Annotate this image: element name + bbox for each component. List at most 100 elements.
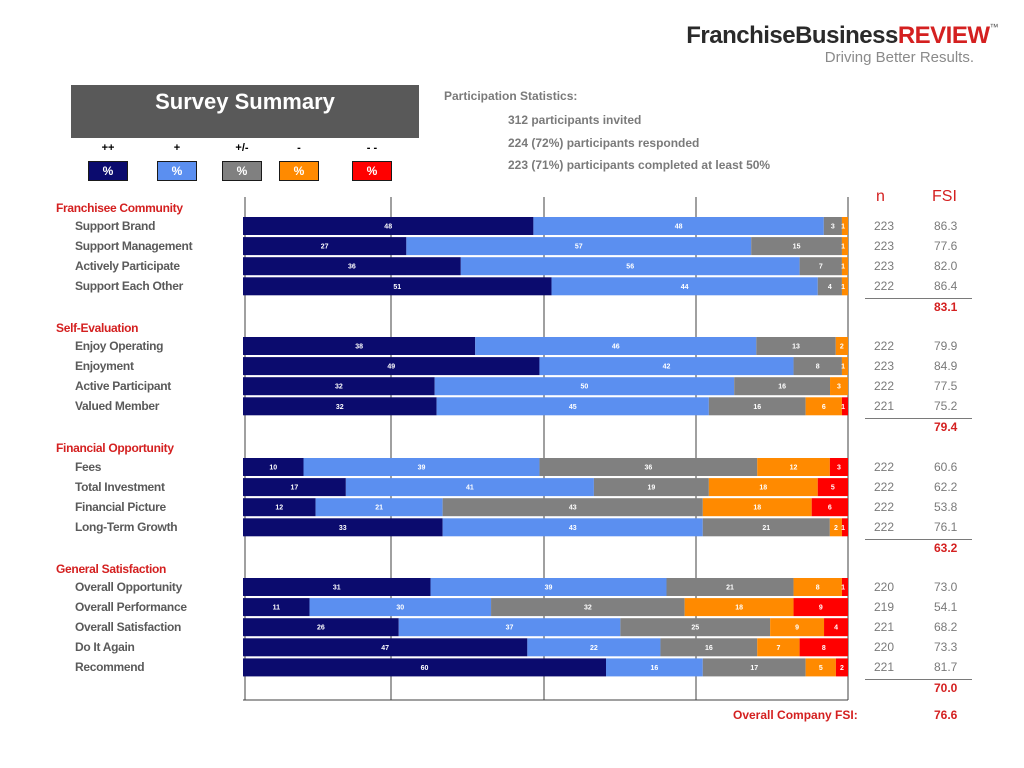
legend-symbol: - xyxy=(297,142,301,154)
row-label: Overall Opportunity xyxy=(75,580,182,594)
bar-value-label: 3 xyxy=(831,224,835,231)
bar-value-label: 3 xyxy=(837,384,841,391)
bar-segment-very-positive xyxy=(243,257,461,276)
bar-value-label: 45 xyxy=(569,404,577,411)
bar-value-label: 49 xyxy=(387,364,395,371)
bar-value-label: 60 xyxy=(421,665,429,672)
bar-segment-very-positive xyxy=(243,638,528,657)
legend-swatch-very-positive: % xyxy=(88,161,128,181)
bar-segment-negative xyxy=(841,217,848,235)
bar-segment-neutral xyxy=(660,638,758,657)
bar-value-label: 18 xyxy=(753,505,761,512)
bar-value-label: 9 xyxy=(819,605,823,612)
row-label: Financial Picture xyxy=(75,500,166,515)
bar-value-label: 32 xyxy=(335,384,343,391)
bar-value-label: 5 xyxy=(831,485,835,492)
fsi-value: 77.5 xyxy=(934,379,958,394)
fsi-value: 77.6 xyxy=(934,239,958,254)
overall-fsi-label: Overall Company FSI: xyxy=(733,708,858,722)
bar-value-label: 2 xyxy=(840,665,844,672)
bar-value-label: 37 xyxy=(506,625,514,632)
n-value: 221 xyxy=(874,620,895,635)
section-fsi: 79.4 xyxy=(934,420,958,435)
title-banner: Survey Summary xyxy=(71,85,419,138)
bar-value-label: 18 xyxy=(735,605,743,612)
fsi-value: 75.2 xyxy=(934,399,958,414)
bar-segment-very-negative xyxy=(841,518,848,537)
legend-swatch-positive: % xyxy=(157,161,197,181)
bar-segment-very-positive xyxy=(243,377,435,396)
bar-segment-negative xyxy=(702,498,812,517)
bar-segment-positive xyxy=(406,237,752,256)
bar-value-label: 5 xyxy=(819,665,823,672)
bar-segment-very-positive xyxy=(243,498,316,517)
row-label: Active Participant xyxy=(75,379,171,394)
n-value: 222 xyxy=(874,339,895,353)
fsi-value: 54.1 xyxy=(934,600,958,615)
bar-segment-very-negative xyxy=(811,498,848,517)
participation-line: 223 (71%) participants completed at leas… xyxy=(508,158,771,172)
bar-segment-negative xyxy=(770,618,825,637)
bar-value-label: 17 xyxy=(750,665,758,672)
row-label: Valued Member xyxy=(75,399,160,414)
logo-part-2: REVIEW xyxy=(897,22,990,49)
fsi-value: 84.9 xyxy=(934,359,958,374)
bar-segment-positive xyxy=(303,458,540,476)
n-value: 222 xyxy=(874,520,895,535)
row-label: Total Investment xyxy=(75,480,165,495)
fsi-value: 79.9 xyxy=(934,339,958,353)
bar-segment-positive xyxy=(460,257,800,276)
bar-value-label: 22 xyxy=(590,645,598,652)
bar-segment-positive xyxy=(527,638,661,657)
fsi-value: 86.4 xyxy=(934,279,958,294)
bar-segment-very-positive xyxy=(243,578,431,596)
overall-fsi-value: 76.6 xyxy=(934,708,958,722)
fsi-value: 60.6 xyxy=(934,460,958,474)
bar-value-label: 15 xyxy=(793,244,801,251)
bar-segment-negative xyxy=(757,458,830,476)
bar-segment-negative xyxy=(841,257,848,276)
n-value: 222 xyxy=(874,480,895,495)
participation-line: 312 participants invited xyxy=(508,113,642,127)
n-value: 222 xyxy=(874,460,895,474)
participation-title: Participation Statistics: xyxy=(444,89,578,103)
n-value: 222 xyxy=(874,500,895,515)
n-value: 223 xyxy=(874,359,895,374)
bar-segment-positive xyxy=(434,377,735,396)
bar-value-label: 26 xyxy=(317,625,325,632)
row-label: Overall Performance xyxy=(75,600,187,615)
bar-value-label: 32 xyxy=(584,605,592,612)
bar-value-label: 12 xyxy=(275,505,283,512)
section-separator xyxy=(865,539,972,541)
legend-swatch-neutral: % xyxy=(222,161,262,181)
bar-segment-neutral xyxy=(593,478,709,497)
section-separator xyxy=(865,679,972,681)
bar-segment-very-positive xyxy=(243,397,437,416)
bar-segment-neutral xyxy=(539,458,758,476)
n-value: 220 xyxy=(874,640,895,655)
legend-swatch-very-negative: % xyxy=(352,161,392,181)
bar-value-label: 10 xyxy=(269,465,277,472)
row-label: Enjoy Operating xyxy=(75,339,164,353)
bar-segment-negative xyxy=(708,478,818,497)
bar-segment-negative xyxy=(684,598,794,617)
bar-segment-very-positive xyxy=(243,658,606,677)
bar-value-label: 6 xyxy=(822,404,826,411)
bar-value-label: 46 xyxy=(612,344,620,351)
n-value: 223 xyxy=(874,219,895,233)
bar-value-label: 56 xyxy=(626,264,634,271)
bar-value-label: 57 xyxy=(575,244,583,251)
bar-value-label: 1 xyxy=(841,284,845,291)
fsi-value: 73.3 xyxy=(934,640,958,655)
bar-segment-negative xyxy=(805,658,836,677)
bar-value-label: 1 xyxy=(841,264,845,271)
bar-value-label: 48 xyxy=(384,224,392,231)
bar-segment-very-positive xyxy=(243,357,540,376)
bar-segment-positive xyxy=(430,578,667,596)
bar-value-label: 3 xyxy=(837,465,841,472)
bar-value-label: 4 xyxy=(834,625,838,632)
bar-value-label: 8 xyxy=(816,364,820,371)
bar-segment-neutral xyxy=(708,397,806,416)
bar-segment-neutral xyxy=(620,618,771,637)
bar-segment-positive xyxy=(436,397,709,416)
